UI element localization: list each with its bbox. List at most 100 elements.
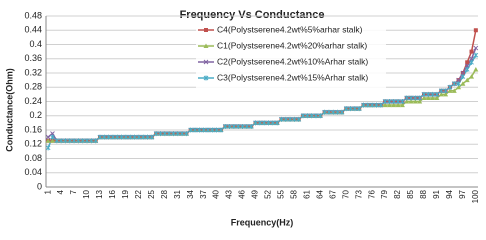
marker: [197, 127, 202, 133]
marker: [175, 131, 181, 137]
x-tick-label: 100: [471, 189, 480, 203]
marker: [322, 109, 327, 115]
marker: [447, 84, 453, 90]
y-tick-label: 0.2: [29, 110, 42, 120]
marker: [145, 134, 150, 140]
marker: [204, 28, 208, 32]
marker: [382, 102, 388, 108]
marker: [114, 134, 120, 140]
marker: [451, 81, 457, 87]
marker: [395, 99, 401, 104]
y-axis-title: Conductance(Ohm): [4, 68, 14, 152]
marker: [158, 131, 163, 137]
marker: [430, 95, 436, 100]
marker: [404, 99, 410, 104]
marker: [404, 95, 410, 101]
marker: [54, 138, 60, 144]
legend-label: C3(Polystserene4.2wt%15%Arhar stalk): [217, 72, 368, 82]
marker: [203, 59, 209, 65]
y-tick-label: 0.08: [24, 153, 42, 163]
marker: [63, 138, 68, 144]
marker: [369, 102, 375, 108]
marker: [317, 113, 323, 119]
marker: [84, 138, 90, 144]
x-tick-label: 97: [458, 189, 467, 198]
marker: [309, 113, 315, 119]
marker: [469, 49, 474, 54]
y-tick-label: 0.36: [24, 53, 42, 63]
marker: [222, 123, 228, 129]
y-tick-label: 0: [37, 181, 42, 191]
marker: [136, 134, 142, 140]
x-tick-label: 4: [56, 189, 65, 194]
marker: [330, 109, 336, 115]
x-tick-label: 19: [121, 189, 130, 198]
x-tick-label: 73: [354, 189, 363, 198]
marker: [296, 116, 302, 122]
y-tick-label: 0.32: [24, 67, 42, 77]
marker: [235, 123, 241, 129]
x-tick-label: 94: [445, 189, 454, 198]
marker: [408, 99, 414, 104]
marker: [279, 116, 284, 122]
y-tick-label: 0.12: [24, 139, 42, 149]
marker: [45, 134, 51, 140]
marker: [473, 66, 479, 72]
marker: [469, 59, 474, 65]
marker: [97, 134, 103, 140]
marker: [382, 99, 388, 104]
marker: [71, 138, 77, 144]
marker: [460, 74, 466, 80]
marker: [451, 88, 457, 93]
marker: [413, 95, 418, 101]
marker: [110, 134, 116, 140]
marker: [395, 102, 401, 108]
marker: [473, 52, 479, 58]
marker: [257, 120, 263, 126]
x-tick-label: 1: [43, 189, 52, 194]
x-tick-label: 22: [134, 189, 143, 198]
marker: [412, 99, 418, 104]
legend-label: C1(Polystserene4.2wt%20%arhar stalk): [217, 40, 367, 50]
marker: [203, 75, 209, 81]
marker: [438, 91, 444, 97]
marker: [248, 123, 254, 129]
marker: [184, 131, 189, 137]
marker: [253, 120, 258, 126]
x-tick-label: 16: [108, 189, 117, 198]
x-tick-label: 34: [186, 189, 195, 198]
marker: [365, 102, 371, 108]
marker: [313, 113, 319, 119]
marker: [425, 91, 431, 97]
marker: [425, 95, 431, 100]
marker: [58, 138, 64, 144]
marker: [473, 45, 479, 51]
marker: [287, 116, 293, 122]
marker: [292, 116, 297, 122]
marker: [106, 134, 111, 140]
y-tick-label: 0.4: [29, 39, 42, 49]
marker: [391, 102, 397, 108]
marker: [399, 102, 405, 108]
marker: [339, 109, 345, 115]
marker: [171, 131, 176, 137]
marker: [421, 95, 427, 100]
x-tick-label: 76: [367, 189, 376, 198]
marker: [244, 123, 250, 129]
marker: [430, 91, 435, 97]
marker: [443, 88, 448, 94]
marker: [464, 77, 470, 83]
marker: [343, 106, 349, 112]
x-tick-label: 37: [199, 189, 208, 198]
marker: [132, 134, 137, 140]
marker: [456, 81, 461, 87]
marker: [335, 109, 340, 115]
marker: [214, 127, 219, 133]
marker: [417, 95, 423, 101]
x-tick-label: 10: [82, 189, 91, 198]
x-tick-label: 55: [277, 189, 286, 198]
marker: [361, 102, 366, 108]
marker: [266, 120, 271, 126]
marker: [421, 91, 427, 97]
marker: [153, 131, 159, 137]
